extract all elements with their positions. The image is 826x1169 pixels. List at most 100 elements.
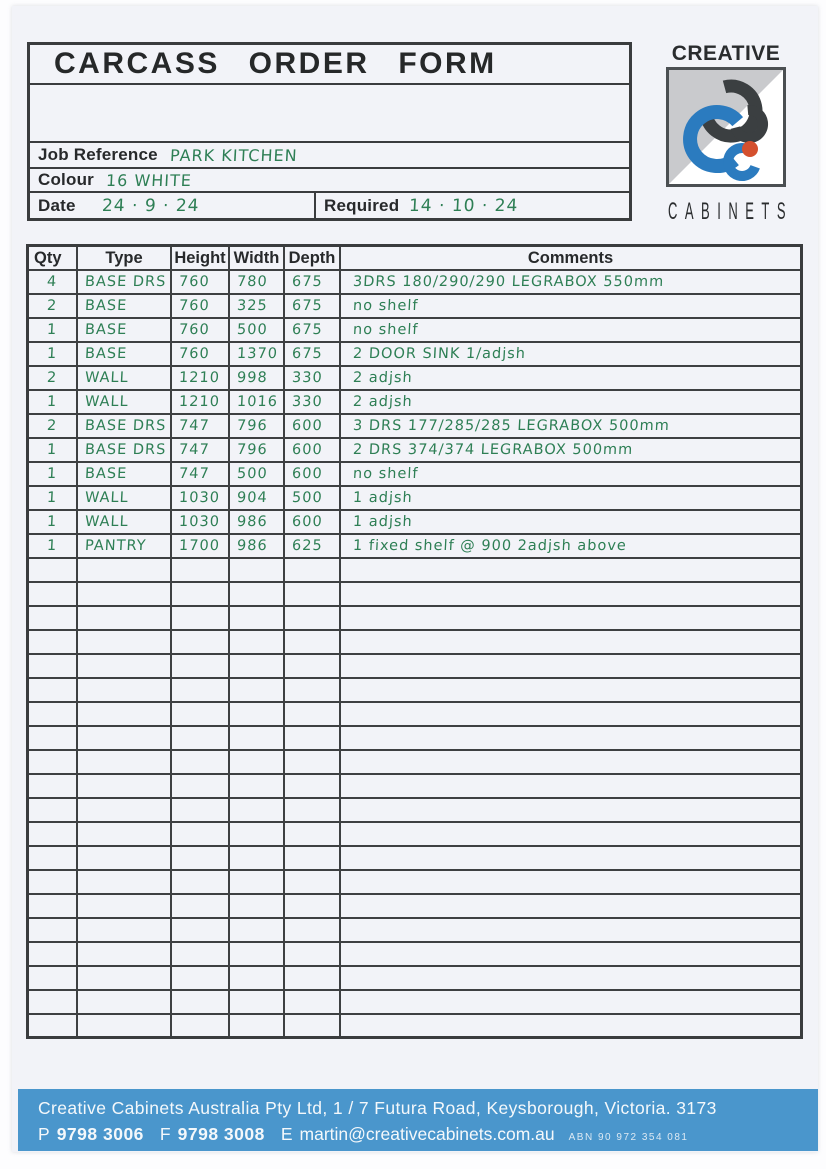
logo-creative-text: CREATIVE (671, 42, 781, 65)
order-table: Qty Type Height Width Depth Comments 4 BA… (26, 244, 803, 1039)
col-header-depth: Depth (285, 247, 341, 271)
cell-qty: 1 (29, 487, 78, 511)
cell-height: 760 (172, 319, 230, 343)
empty-cell (341, 967, 800, 991)
blank-address-box (30, 83, 629, 141)
company-logo: CREATIVE CABINETS (664, 42, 788, 225)
empty-cell (230, 871, 285, 895)
empty-cell (29, 895, 78, 919)
paper-background (12, 6, 818, 1152)
cell-width: 500 (230, 463, 285, 487)
empty-cell (78, 607, 172, 631)
empty-cell (285, 607, 341, 631)
empty-cell (172, 679, 230, 703)
phone-label: P (38, 1124, 50, 1144)
cell-width: 796 (230, 415, 285, 439)
cell-height: 747 (172, 439, 230, 463)
empty-cell (29, 751, 78, 775)
cell-height: 760 (172, 271, 230, 295)
cell-qty: 1 (29, 439, 78, 463)
cell-comments: 1 adjsh (341, 487, 800, 511)
empty-cell (78, 895, 172, 919)
empty-cell (29, 559, 78, 583)
empty-cell (29, 943, 78, 967)
cell-width: 796 (230, 439, 285, 463)
empty-cell (172, 991, 230, 1015)
cell-qty: 1 (29, 463, 78, 487)
cell-depth: 600 (285, 511, 341, 535)
empty-cell (230, 1015, 285, 1036)
form-header-block: CARCASS ORDER FORM Job Reference PARK KI… (27, 42, 632, 221)
empty-cell (29, 799, 78, 823)
job-reference-row: Job Reference PARK KITCHEN (30, 141, 629, 167)
empty-cell (29, 775, 78, 799)
cell-comments: 1 fixed shelf @ 900 2adjsh above (341, 535, 800, 559)
cell-width: 1370 (230, 343, 285, 367)
empty-cell (341, 847, 800, 871)
empty-cell (78, 1015, 172, 1036)
cell-comments: 2 DOOR SINK 1/adjsh (341, 343, 800, 367)
cell-depth: 600 (285, 463, 341, 487)
empty-cell (341, 799, 800, 823)
cell-type: BASE (78, 319, 172, 343)
creative-cabinets-logo-icon (666, 67, 786, 187)
empty-cell (78, 559, 172, 583)
empty-cell (285, 991, 341, 1015)
cell-depth: 330 (285, 391, 341, 415)
cell-width: 780 (230, 271, 285, 295)
cell-depth: 500 (285, 487, 341, 511)
cell-type: BASE DRS (78, 415, 172, 439)
empty-cell (78, 703, 172, 727)
cell-qty: 1 (29, 319, 78, 343)
cell-qty: 1 (29, 391, 78, 415)
empty-cell (172, 967, 230, 991)
required-value: 14 · 10 · 24 (408, 195, 520, 216)
empty-cell (285, 679, 341, 703)
cell-qty: 1 (29, 535, 78, 559)
empty-cell (341, 1015, 800, 1036)
empty-cell (285, 895, 341, 919)
cell-height: 747 (172, 463, 230, 487)
cell-comments: no shelf (341, 319, 800, 343)
cell-height: 760 (172, 295, 230, 319)
empty-cell (285, 967, 341, 991)
cell-height: 1210 (172, 391, 230, 415)
cell-width: 1016 (230, 391, 285, 415)
empty-cell (285, 1015, 341, 1036)
empty-cell (29, 583, 78, 607)
title-box: CARCASS ORDER FORM (30, 45, 629, 83)
cell-qty: 2 (29, 415, 78, 439)
cell-type: BASE (78, 463, 172, 487)
cell-comments: 3DRS 180/290/290 LEGRABOX 550mm (341, 271, 800, 295)
cell-height: 1700 (172, 535, 230, 559)
empty-cell (230, 679, 285, 703)
empty-cell (341, 607, 800, 631)
logo-cabinets-text: CABINETS (668, 197, 794, 225)
empty-cell (29, 823, 78, 847)
empty-cell (78, 967, 172, 991)
empty-cell (78, 943, 172, 967)
empty-cell (341, 895, 800, 919)
cell-height: 1030 (172, 511, 230, 535)
cell-depth: 625 (285, 535, 341, 559)
empty-cell (29, 871, 78, 895)
empty-cell (172, 703, 230, 727)
empty-cell (341, 991, 800, 1015)
cell-qty: 2 (29, 367, 78, 391)
empty-cell (285, 919, 341, 943)
empty-cell (172, 727, 230, 751)
empty-cell (230, 727, 285, 751)
cell-depth: 600 (285, 439, 341, 463)
empty-cell (341, 655, 800, 679)
empty-cell (78, 583, 172, 607)
cell-height: 760 (172, 343, 230, 367)
empty-cell (230, 823, 285, 847)
cell-width: 325 (230, 295, 285, 319)
cell-type: WALL (78, 391, 172, 415)
cell-qty: 1 (29, 511, 78, 535)
empty-cell (172, 559, 230, 583)
job-reference-label: Job Reference (38, 145, 158, 164)
cell-width: 904 (230, 487, 285, 511)
footer-contact-bar: Creative Cabinets Australia Pty Ltd, 1 /… (18, 1089, 818, 1151)
empty-cell (78, 991, 172, 1015)
